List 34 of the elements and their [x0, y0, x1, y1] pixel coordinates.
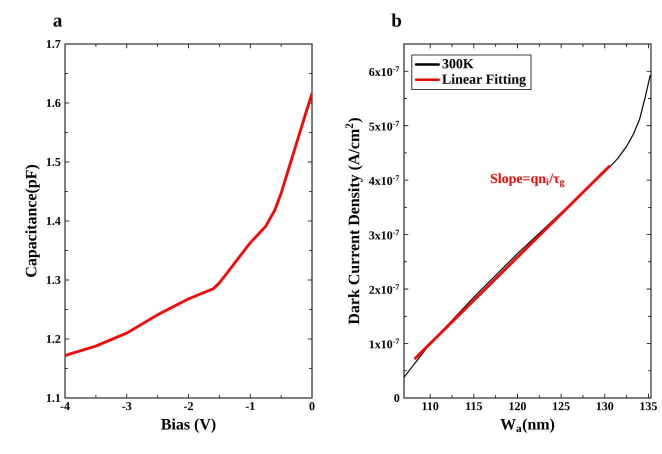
chart-title: b — [392, 13, 402, 27]
y-tick-label: 4x10$^{-7}$ — [368, 175, 400, 185]
x-tick-label: -4 — [60, 402, 70, 410]
x-tick-label: -3 — [122, 402, 132, 410]
x-tick-label: 130 — [596, 402, 614, 410]
y-tick-label: 2x10$^{-7}$ — [369, 284, 400, 294]
y-tick-label: 6x10$^{-7}$ — [369, 66, 400, 76]
x-tick-label: 120 — [509, 402, 526, 410]
y-tick-label: 0 — [394, 394, 400, 402]
x-tick-label: 125 — [553, 402, 570, 410]
y-axis-title: Capacitance(pF) — [25, 165, 40, 277]
legend-label: 300K — [442, 58, 474, 68]
x-tick-label: -1 — [246, 402, 255, 410]
y-tick-label: 5x10$^{-7}$ — [369, 120, 400, 131]
y-tick-label: 3x10$^{-7}$ — [369, 230, 400, 240]
y-tick-label: 1.6 — [46, 98, 60, 108]
y-tick-label: 1.3 — [46, 276, 60, 284]
y-axis-title: Dark Current Density (A/cm$^{2}$) — [346, 118, 363, 324]
y-tick-label: 1.7 — [46, 40, 61, 48]
x-tick-label: 115 — [466, 402, 482, 410]
x-axis-title: Bias (V) — [161, 418, 216, 433]
y-tick-label: 1.2 — [46, 334, 60, 344]
y-tick-label: 1.4 — [46, 216, 61, 226]
annotation: Slope=qn$_{i}$/τ$_{g}$ — [490, 173, 564, 188]
x-tick-label: 110 — [422, 402, 438, 410]
y-tick-label: 1.5 — [46, 158, 60, 166]
chart-title: a — [53, 18, 62, 27]
legend-label: Linear Fitting — [442, 74, 526, 87]
x-axis-title: W$_{a}$(nm) — [500, 418, 554, 433]
x-tick-label: 0 — [309, 402, 315, 410]
y-tick-label: 1.1 — [46, 394, 60, 402]
x-tick-label: 135 — [640, 402, 657, 410]
x-tick-label: -2 — [184, 402, 193, 410]
y-tick-label: 1x10$^{-7}$ — [370, 338, 400, 348]
